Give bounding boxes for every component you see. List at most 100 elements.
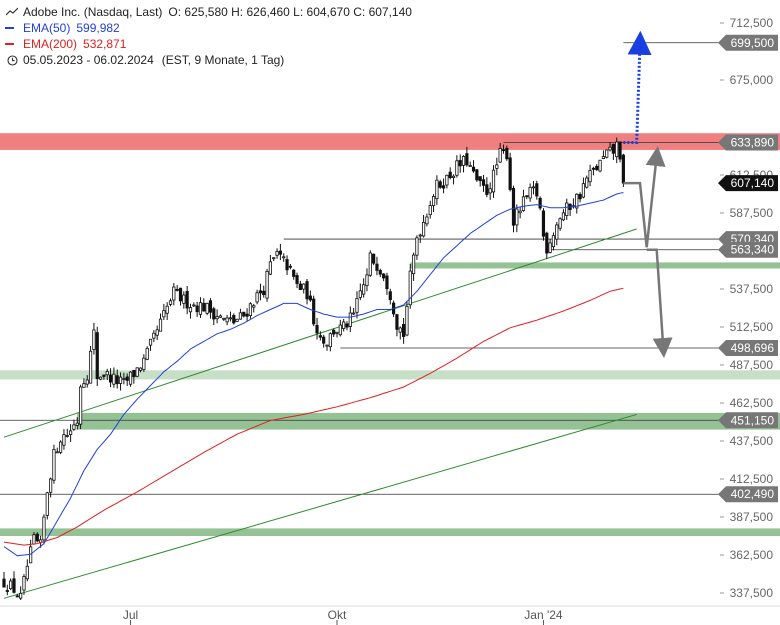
candle	[272, 257, 276, 262]
candle-body	[541, 210, 546, 237]
candle-body	[421, 221, 426, 237]
candle-body	[425, 216, 429, 225]
scenario-arrow	[646, 248, 673, 358]
candle-body	[255, 292, 259, 303]
candle	[451, 174, 456, 185]
x-tick-label: Jul	[123, 608, 138, 622]
candle-body	[78, 386, 83, 425]
candle	[148, 338, 153, 351]
candle	[19, 586, 23, 600]
candle	[535, 180, 539, 200]
candle-body	[328, 333, 332, 348]
candle-body	[92, 329, 96, 350]
candle-body	[238, 312, 243, 320]
candle-body	[608, 146, 612, 151]
candle-body	[575, 193, 579, 209]
candle	[401, 317, 406, 344]
candle	[165, 302, 169, 321]
candle	[72, 419, 76, 431]
candle-body	[82, 383, 86, 388]
candle-body	[282, 256, 286, 259]
candle-body	[268, 261, 273, 275]
candle-body	[29, 546, 33, 564]
candle-body	[585, 177, 589, 188]
candle-body	[55, 451, 59, 454]
candle-body	[548, 242, 552, 253]
candle-body	[32, 534, 36, 545]
candle	[368, 250, 372, 277]
candle	[158, 313, 163, 332]
candle	[29, 539, 33, 564]
level-price-label: 633,890	[718, 134, 778, 151]
candle	[538, 196, 542, 211]
price-label-text: 607,140	[731, 176, 775, 190]
candle	[152, 330, 156, 343]
candle	[35, 532, 39, 543]
candle	[325, 344, 329, 351]
candle-body	[265, 271, 269, 299]
legend-ema50-row[interactable]: EMA(50) 599,982	[5, 20, 412, 36]
candle	[132, 369, 136, 384]
candle-body	[132, 369, 136, 378]
candle	[65, 428, 69, 438]
price-label-text: 633,890	[731, 135, 775, 149]
candle-body	[428, 205, 432, 216]
candle-body	[62, 434, 66, 446]
candle	[531, 181, 536, 195]
candle	[515, 204, 519, 233]
current-price-label: 607,140	[718, 175, 778, 192]
legend-ema200-row[interactable]: EMA(200) 532,871	[5, 36, 412, 52]
candle-body	[315, 325, 319, 334]
legend-range-row: 05.05.2023 - 06.02.2024 (EST, 9 Monate, …	[5, 52, 412, 68]
candle	[285, 255, 289, 275]
candle-body	[458, 160, 462, 167]
candle-body	[248, 303, 253, 316]
y-tick-label: 487,500	[730, 358, 774, 372]
candle	[345, 321, 349, 331]
candle-body	[441, 185, 446, 189]
candle-body	[72, 424, 76, 430]
candle	[195, 301, 199, 317]
candle-body	[558, 218, 562, 229]
candle	[465, 146, 469, 167]
candle	[555, 222, 559, 246]
candle	[435, 175, 439, 205]
y-tick-label: 412,500	[730, 472, 774, 486]
candle-body	[298, 283, 302, 290]
ema50-swatch	[5, 27, 14, 29]
candle-body	[431, 196, 436, 206]
candle-body	[49, 478, 53, 493]
candle-body	[245, 313, 249, 317]
candle	[62, 429, 66, 450]
candle	[541, 208, 546, 241]
candle-body	[88, 350, 93, 384]
candle-body	[408, 270, 412, 306]
candle	[42, 514, 46, 545]
candle	[431, 194, 436, 213]
candle-body	[515, 208, 519, 226]
instrument-name: Adobe Inc. (Nasdaq, Last)	[23, 5, 163, 19]
candle	[55, 447, 59, 454]
candle-body	[195, 305, 199, 313]
candle-body	[242, 311, 246, 317]
candle-body	[531, 186, 536, 189]
candle-body	[395, 314, 399, 330]
candle	[528, 183, 532, 202]
candle-body	[122, 378, 126, 380]
candle	[332, 328, 336, 337]
candle	[178, 287, 183, 306]
candle-body	[252, 305, 256, 308]
candle-body	[175, 289, 179, 291]
candle	[252, 303, 256, 313]
candle-body	[85, 379, 89, 385]
candle	[601, 150, 606, 160]
candle	[298, 280, 302, 291]
candle	[408, 263, 412, 309]
x-tick-label: Okt	[328, 608, 347, 622]
candle	[318, 331, 322, 341]
candle-body	[192, 304, 196, 307]
candle-body	[401, 324, 406, 337]
candle	[142, 354, 146, 373]
candle-body	[5, 590, 9, 592]
candle-body	[128, 371, 133, 385]
